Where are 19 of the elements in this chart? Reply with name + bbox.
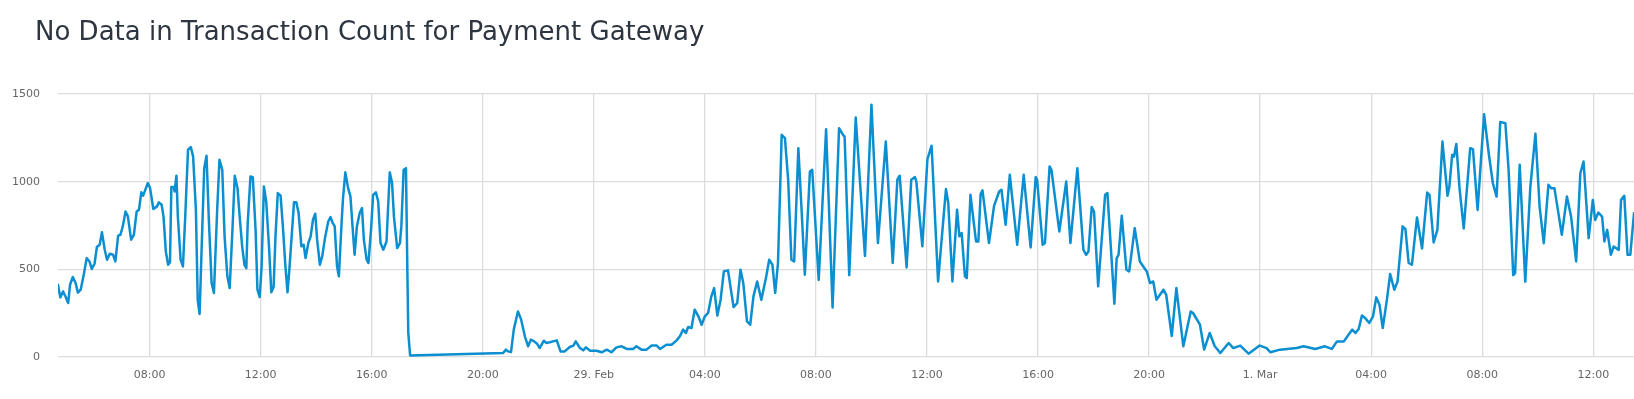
x-tick-label: 20:00 xyxy=(466,368,499,382)
x-tick-label: 16:00 xyxy=(1022,368,1054,382)
x-tick-label: 08:00 xyxy=(1466,368,1499,382)
y-tick-label: 500 xyxy=(19,262,40,276)
x-tick-label: 12:00 xyxy=(911,368,943,382)
x-tick-label: 29. Feb xyxy=(573,368,615,382)
x-tick-label: 12:00 xyxy=(244,368,277,382)
x-tick-label: 20:00 xyxy=(1133,368,1165,382)
chart-title: No Data in Transaction Count for Payment Gateway xyxy=(35,16,705,46)
x-tick-label: 04:00 xyxy=(1355,368,1388,382)
y-tick-label: 1000 xyxy=(12,174,40,188)
x-tick-label: 08:00 xyxy=(800,368,832,382)
y-tick-label: 1500 xyxy=(12,86,40,100)
x-tick-label: 1. Mar xyxy=(1242,368,1278,382)
x-tick-label: 12:00 xyxy=(1577,368,1610,382)
x-tick-label: 08:00 xyxy=(133,368,166,382)
y-tick-label: 0 xyxy=(33,349,40,363)
x-tick-label: 16:00 xyxy=(355,368,388,382)
x-tick-label: 04:00 xyxy=(689,368,721,382)
